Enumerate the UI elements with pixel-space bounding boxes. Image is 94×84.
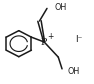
Text: I⁻: I⁻ (75, 35, 82, 44)
Text: OH: OH (54, 3, 66, 13)
Text: OH: OH (68, 67, 80, 76)
Text: +: + (47, 32, 53, 41)
Text: P: P (41, 38, 47, 47)
